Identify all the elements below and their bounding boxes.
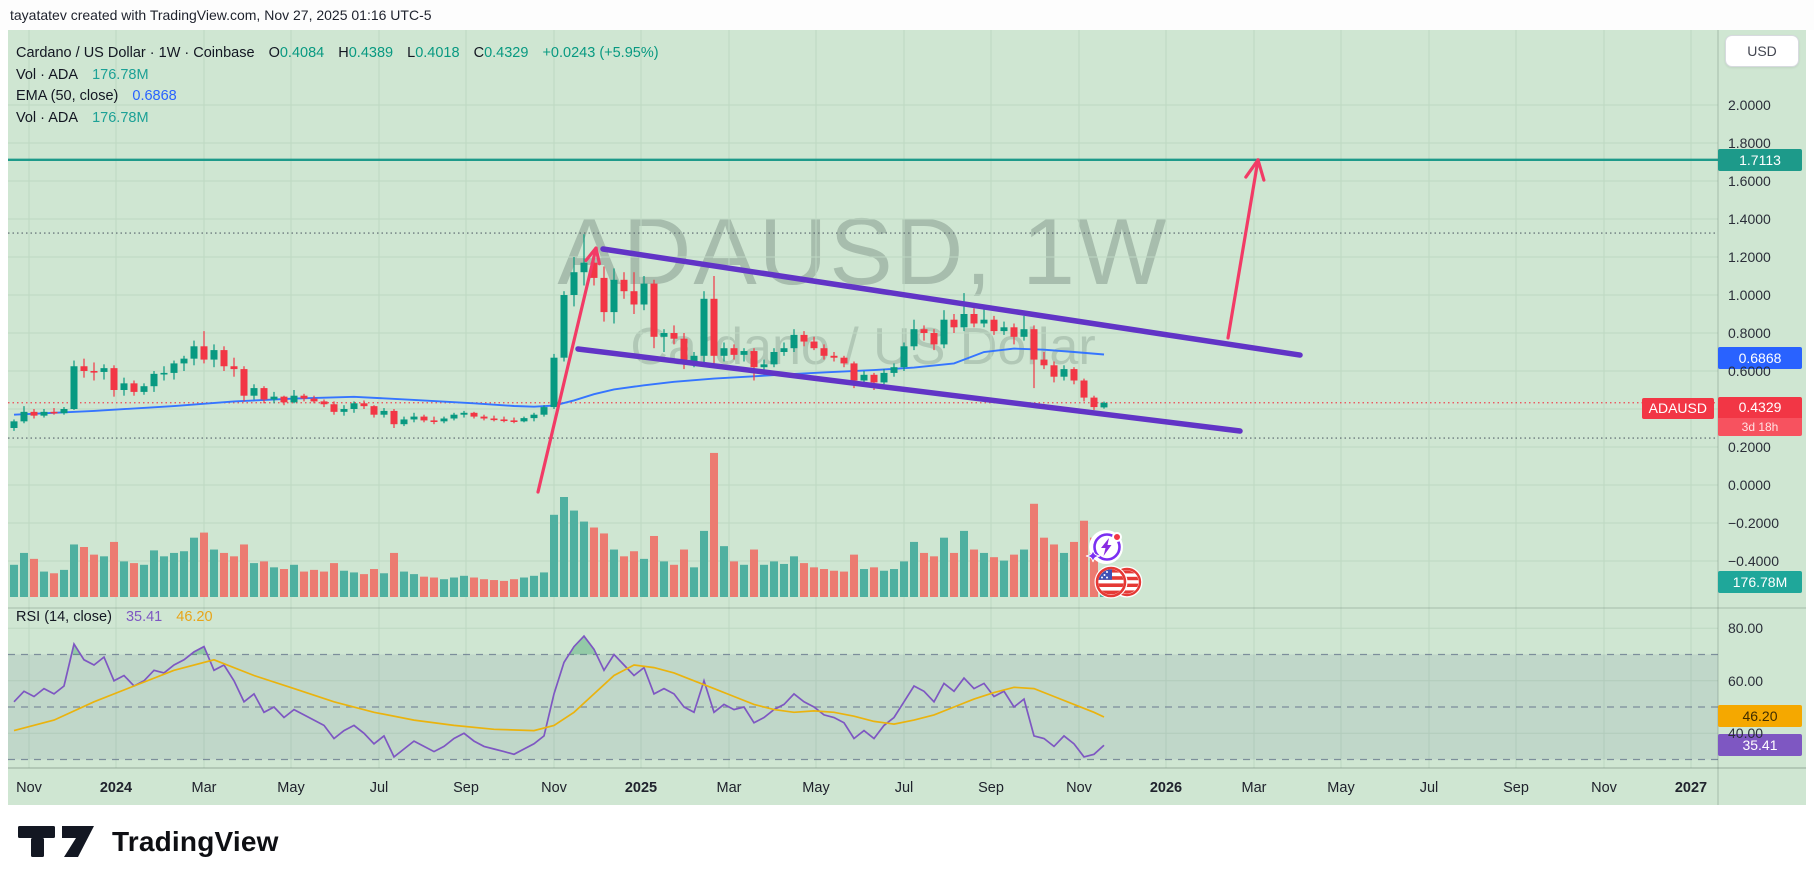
breakout-arrow[interactable]	[536, 246, 602, 494]
ohlc-open-value: 0.4084	[279, 45, 325, 61]
time-axis-label: Sep	[1503, 780, 1529, 796]
time-axis-label: Jul	[369, 780, 389, 796]
volume2-indicator-label[interactable]: Vol · ADA	[16, 109, 79, 126]
chart-stickers	[1085, 530, 1143, 599]
ohlc-high-label: H	[338, 45, 349, 61]
time-axis-label: May	[802, 780, 830, 796]
change-value: +0.0243 (+5.95%)	[542, 45, 659, 61]
price-scale-tick: 0.8000	[1728, 325, 1771, 341]
volume-layer	[10, 452, 1108, 597]
price-scale-tick: 2.0000	[1728, 97, 1771, 113]
time-axis-label: Nov	[541, 780, 567, 796]
time-axis-label: Mar	[1241, 780, 1267, 796]
price-scale-tick: 1.8000	[1728, 135, 1771, 151]
price-scale-tick: 0.0000	[1728, 477, 1771, 493]
price-scale-tick: 1.4000	[1728, 211, 1771, 227]
price-scale-tick: 0.2000	[1728, 439, 1771, 455]
time-axis-label: Mar	[191, 780, 217, 796]
currency-button[interactable]: USD	[1725, 35, 1799, 67]
tradingview-logo-icon	[18, 826, 94, 857]
ohlc-low-value: 0.4018	[415, 45, 460, 61]
time-axis-label: Nov	[1066, 780, 1092, 796]
legend-volume-row[interactable]: Vol · ADA 176.78M	[16, 65, 659, 87]
time-axis-label: May	[1327, 780, 1355, 796]
chart-area[interactable]: ADAUSD, 1W Cardano / US Dollar Cardano /…	[0, 30, 1814, 805]
time-axis-label: 2024	[99, 780, 133, 796]
footer: TradingView	[0, 805, 1814, 883]
price-scale-tick: −0.2000	[1728, 515, 1779, 531]
us-flag-icon[interactable]	[1094, 565, 1143, 599]
candles-layer	[10, 234, 1108, 431]
time-axis-label: Mar	[716, 780, 742, 796]
rsi-indicator-label[interactable]: RSI (14, close)	[16, 609, 112, 625]
rsi-band	[8, 653, 1718, 761]
last-price-badge: 0.4329 3d 18h	[1718, 397, 1802, 436]
rsi-value-badge: 35.41	[1718, 734, 1802, 756]
target-price-badge: 1.7113	[1718, 149, 1802, 171]
tradingview-logo[interactable]: TradingView	[18, 825, 279, 859]
level-lines[interactable]	[8, 158, 1718, 439]
price-scale-tick: 60.00	[1728, 673, 1764, 689]
time-axis-label: 2025	[624, 780, 658, 796]
ohlc-close-label: C	[473, 45, 485, 61]
trendline-lower[interactable]	[575, 346, 1243, 434]
ema-indicator-value: 0.6868	[132, 88, 177, 104]
ema-price-badge: 0.6868	[1718, 347, 1802, 369]
lightning-sparkle-icon[interactable]	[1085, 530, 1123, 564]
price-scale-tick: 0.6000	[1728, 363, 1771, 379]
ohlc-close-value: 0.4329	[484, 45, 529, 61]
target-projection-arrow[interactable]	[1226, 158, 1266, 340]
attribution-bar: tayatatev created with TradingView.com, …	[0, 0, 1814, 30]
volume2-indicator-value: 176.78M	[92, 109, 149, 126]
time-axis-label: May	[277, 780, 305, 796]
ema-indicator-label[interactable]: EMA (50, close)	[16, 88, 119, 104]
price-scale-tick: 1.6000	[1728, 173, 1771, 189]
price-scale-tick: −0.4000	[1728, 553, 1779, 569]
symbol-label-badge: ADAUSD	[1641, 398, 1714, 419]
rsi-ma-indicator-value: 46.20	[176, 609, 213, 625]
rsi-ma-value-badge: 46.20	[1718, 705, 1802, 727]
attribution-text: tayatatev created with TradingView.com, …	[10, 7, 432, 23]
rsi-overbought-fill	[71, 636, 597, 655]
price-scale-tick: 1.2000	[1728, 249, 1771, 265]
volume-indicator-label[interactable]: Vol · ADA	[16, 66, 79, 83]
price-scale-tick: 1.0000	[1728, 287, 1771, 303]
ohlc-low-label: L	[407, 45, 416, 61]
time-axis-label: Jul	[1419, 780, 1439, 796]
time-axis-label: Sep	[978, 780, 1004, 796]
time-axis-label: Jul	[894, 780, 914, 796]
legend-symbol-row[interactable]: Cardano / US Dollar · 1W · Coinbase O0.4…	[16, 43, 659, 65]
trendline-upper[interactable]	[600, 246, 1303, 358]
rsi-legend[interactable]: RSI (14, close) 35.41 46.20	[16, 609, 213, 625]
tradingview-wordmark: TradingView	[112, 826, 279, 857]
time-axis-label: 2026	[1149, 780, 1183, 796]
volume-indicator-value: 176.78M	[92, 66, 149, 83]
time-axis-label: Nov	[1591, 780, 1617, 796]
rsi-ma-line[interactable]	[13, 658, 1105, 732]
price-scale-tick: 40.00	[1728, 725, 1764, 741]
ema-line[interactable]	[13, 347, 1105, 416]
rsi-indicator-value: 35.41	[125, 609, 163, 625]
bar-countdown: 3d 18h	[1718, 418, 1802, 436]
volume-value-badge: 176.78M	[1718, 571, 1802, 593]
ohlc-high-value: 0.4389	[348, 45, 394, 61]
price-chart-canvas[interactable]	[0, 30, 1814, 805]
price-scale-tick: 80.00	[1728, 620, 1764, 636]
time-axis-label: Sep	[453, 780, 479, 796]
last-price-value: 0.4329	[1718, 397, 1802, 418]
legend-ema-row[interactable]: EMA (50, close) 0.6868	[16, 86, 659, 108]
legend-volume2-row[interactable]: Vol · ADA 176.78M	[16, 108, 659, 130]
ohlc-open-label: O	[268, 45, 280, 61]
time-axis-label: Nov	[16, 780, 42, 796]
time-axis-label: 2027	[1674, 780, 1708, 796]
rsi-line[interactable]	[13, 634, 1105, 759]
symbol-title[interactable]: Cardano / US Dollar · 1W · Coinbase	[16, 45, 255, 61]
legend: Cardano / US Dollar · 1W · Coinbase O0.4…	[16, 43, 659, 129]
